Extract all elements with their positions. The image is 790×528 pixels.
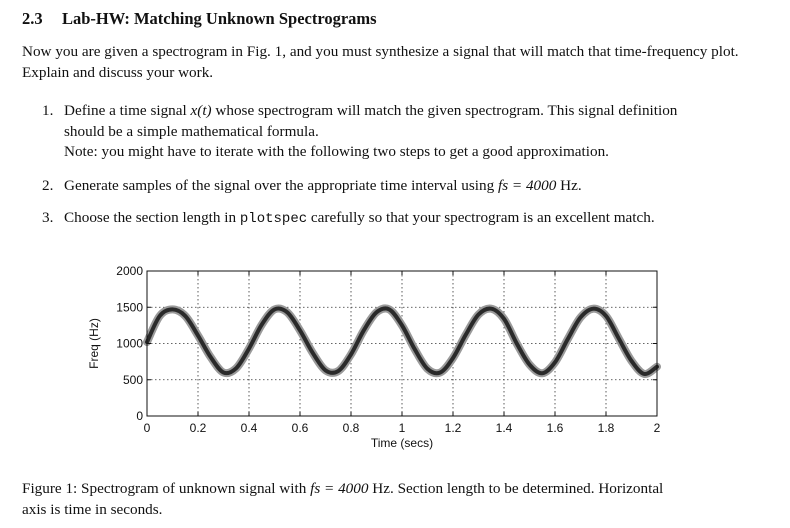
x-tick-label: 1.4 [496,421,513,435]
y-tick-label: 0 [136,409,143,423]
list-item-3: 3. Choose the section length in plotspec… [42,208,762,230]
item-text-part: Define a time signal [64,102,191,119]
item-note: Note: you might have to iterate with the… [64,143,609,160]
section-number: 2.3 [22,9,43,28]
spectrogram-trace [143,304,661,378]
x-tick-label: 1.8 [598,421,615,435]
figure-caption: Figure 1: Spectrogram of unknown signal … [22,479,762,520]
series-line [145,306,659,376]
y-tick-labels: 0 500 1000 1500 2000 [116,264,143,423]
x-tick-label: 1.2 [445,421,462,435]
x-tick-label: 2 [654,421,661,435]
list-item-text: Choose the section length in plotspec ca… [64,208,754,230]
caption-math: fs = 4000 [310,480,369,497]
item-text-part: carefully so that your spectrogram is an… [307,209,655,226]
item-text-part: Choose the section length in [64,209,240,226]
caption-text-part: Figure 1: Spectrogram of unknown signal … [22,480,311,497]
y-tick-label: 500 [123,373,143,387]
list-item-number: 1. [42,102,54,119]
signal-math: x(t) [190,102,212,119]
y-tick-label: 1000 [116,337,143,351]
grid-lines [147,271,657,416]
item-text-part: whose spectrogram will match the given s… [211,102,678,119]
x-tick-label: 0.6 [292,421,309,435]
y-axis-label: Freq (Hz) [87,318,101,369]
x-tick-label: 1.6 [547,421,564,435]
x-tick-label: 0.8 [343,421,360,435]
caption-text-part: Hz. Section length to be determined. Hor… [368,480,664,497]
list-item-number: 3. [42,209,54,226]
sampling-rate-math: fs = 4000 [497,177,557,194]
item-text-part: Generate samples of the signal over the … [64,177,498,194]
x-tick-label: 0.2 [190,421,207,435]
item-text-part: Hz. [556,177,582,194]
list-item-text: Define a time signal x(t) whose spectrog… [64,101,754,163]
item-text-part: should be a simple mathematical formula. [64,122,319,140]
spectrogram-figure: 0 0.2 0.4 0.6 0.8 1 1.2 1.4 1.6 1.8 2 0 500 1000 1500… [87,264,661,450]
caption-text-part: axis is time in seconds. [22,500,163,518]
section-heading: 2.3 Lab-HW: Matching Unknown Spectrograms [22,9,377,29]
x-axis-label: Time (secs) [371,436,433,450]
x-tick-label: 0.4 [241,421,258,435]
list-item-2: 2. Generate samples of the signal over t… [42,176,762,198]
x-tick-label: 1 [399,421,406,435]
code-plotspec: plotspec [239,211,308,227]
y-tick-label: 1500 [116,300,143,314]
list-item-text: Generate samples of the signal over the … [64,176,754,197]
list-item-number: 2. [42,177,54,194]
tick-marks [146,270,658,417]
intro-paragraph: Now you are given a spectrogram in Fig. … [22,43,739,81]
list-item-1: 1. Define a time signal x(t) whose spect… [42,101,762,163]
y-tick-label: 2000 [116,264,143,278]
section-title: Lab-HW: Matching Unknown Spectrograms [62,9,377,28]
x-tick-label: 0 [144,421,151,435]
x-tick-labels: 0 0.2 0.4 0.6 0.8 1 1.2 1.4 1.6 1.8 2 [144,421,661,435]
